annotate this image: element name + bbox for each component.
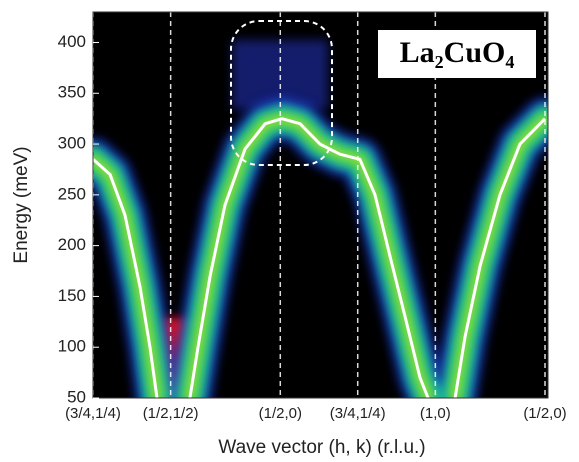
x-tick-label: (1/2,1/2) [143,405,199,422]
x-axis-label: Wave vector (h, k) (r.l.u.) [218,437,425,458]
dispersion-line [93,117,547,398]
y-tick-label: 150 [58,286,86,305]
y-axis-label: Energy (meV) [11,146,32,263]
plot-frame [92,11,549,399]
highlight-outline [230,20,333,166]
x-tick-label: (1/2,0) [523,405,566,422]
x-tick-label: (1,0) [420,405,451,422]
y-tick-label: 250 [58,184,86,203]
x-tick-label: (1/2,0) [259,405,302,422]
y-tick-label: 300 [58,134,86,153]
y-tick-label: 100 [58,337,86,356]
y-tick-label: 400 [58,32,86,51]
x-tick-label: (3/4,1/4) [65,405,121,422]
y-tick-label: 50 [67,387,86,406]
x-tick-label: (3/4,1/4) [330,405,386,422]
chart-title: La₂CuO₄ [400,36,515,69]
y-tick-label: 200 [58,235,86,254]
y-tick-label: 350 [58,83,86,102]
title-box [378,30,536,78]
